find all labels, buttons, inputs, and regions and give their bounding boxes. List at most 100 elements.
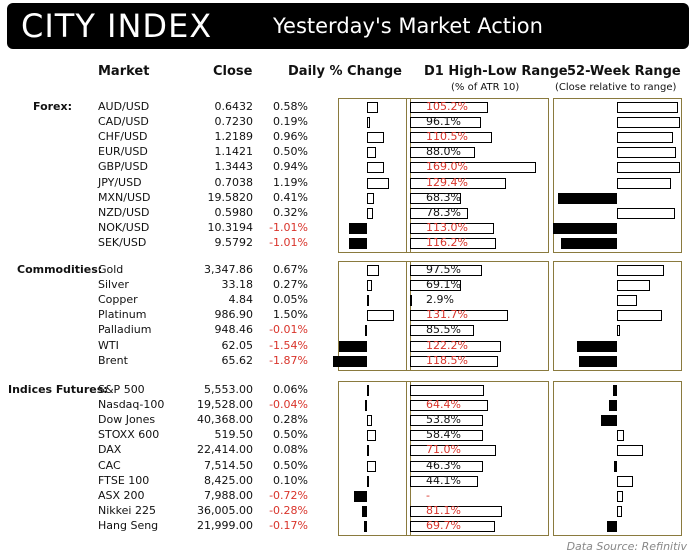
table-row-close: 9.5792: [214, 235, 254, 249]
daily-change-bar: [367, 415, 373, 427]
table-row-daily: 0.06%: [273, 383, 308, 396]
week52-range-bar: [617, 265, 665, 276]
table-row-close: 65.62: [221, 353, 254, 367]
table-row-market: CHF/USD: [98, 130, 148, 144]
table-row-market: Hang Seng: [98, 518, 159, 532]
table-row-close: 948.46: [214, 323, 254, 337]
table-row-close: 1.2189: [214, 130, 254, 144]
week52-range-bar: [613, 460, 617, 472]
table-row-daily: 0.10%: [273, 473, 308, 487]
daily-change-bar: [348, 222, 367, 234]
week52-range-bar: [617, 102, 679, 113]
col-market: Market: [98, 64, 150, 79]
daily-change-bar: [361, 505, 367, 517]
week52-range-bar: [617, 280, 651, 292]
table-row-daily: 0.08%: [273, 443, 308, 457]
table-row-atr: 118.5%: [426, 353, 468, 367]
table-row-daily: 0.27%: [273, 278, 308, 292]
table-row-atr: 46.3%: [426, 458, 461, 472]
week52-range-bar: [617, 430, 625, 442]
table-row-market: WTI: [98, 338, 119, 352]
table-row-close: 40,368.00: [197, 413, 253, 427]
table-row-daily: 0.50%: [273, 458, 308, 472]
panel-atr: [406, 261, 549, 371]
table-row-atr: 78.3%: [426, 205, 461, 219]
table-row-market: STOXX 600: [98, 428, 160, 442]
daily-change-bar: [367, 147, 377, 159]
daily-change-bar: [367, 207, 373, 219]
panel-daily: [338, 98, 411, 253]
table-row-close: 36,005.00: [197, 503, 253, 517]
table-row-market: GBP/USD: [98, 160, 148, 174]
table-row-atr: 68.3%: [426, 190, 461, 204]
week52-range-bar: [553, 222, 617, 234]
daily-change-bar: [367, 192, 375, 204]
atr-range-bar: [410, 192, 461, 204]
table-row-market: JPY/USD: [98, 175, 142, 189]
daily-change-bar: [367, 310, 395, 322]
daily-change-bar: [367, 445, 369, 457]
panel-atr: [406, 98, 549, 253]
table-row-daily: -1.54%: [269, 338, 308, 352]
daily-change-bar: [367, 430, 377, 442]
atr-range-bar: [410, 385, 485, 396]
atr-range-bar: [410, 207, 469, 219]
table-row-atr: 169.0%: [426, 160, 468, 174]
daily-change-bar: [353, 490, 367, 502]
table-row-atr: 97.5%: [426, 263, 461, 276]
week52-range-bar: [558, 192, 617, 204]
daily-change-bar: [367, 177, 389, 189]
table-row-daily: 0.67%: [273, 263, 308, 276]
table-row-atr: 110.5%: [426, 130, 468, 144]
table-row-atr: 69.7%: [426, 518, 461, 532]
col-daily: Daily % Change: [288, 64, 402, 79]
daily-change-bar: [365, 400, 367, 412]
atr-range-bar: [410, 460, 483, 472]
table-row-daily: -0.72%: [269, 488, 308, 502]
panel-52week: [553, 98, 682, 253]
table-row-market: MXN/USD: [98, 190, 151, 204]
atr-range-bar: [410, 520, 495, 532]
table-row-market: NZD/USD: [98, 205, 150, 219]
atr-range-bar: [410, 325, 474, 337]
table-row-close: 33.18: [221, 278, 254, 292]
table-row-market: Nikkei 225: [98, 503, 156, 517]
atr-range-bar: [410, 355, 499, 367]
table-row-close: 519.50: [214, 428, 254, 442]
week52-range-bar: [617, 295, 638, 307]
table-row-market: Silver: [98, 278, 129, 292]
table-row-market: CAD/USD: [98, 115, 149, 129]
table-row-market: CAC: [98, 458, 121, 472]
atr-range-bar: [410, 132, 493, 144]
week52-range-bar: [612, 385, 617, 396]
table-row-market: SEK/USD: [98, 235, 147, 249]
table-row-daily: 0.19%: [273, 115, 308, 129]
table-row-close: 0.6432: [214, 100, 254, 113]
col-close: Close: [213, 64, 253, 79]
daily-change-bar: [367, 132, 385, 144]
table-row-close: 19,528.00: [197, 398, 253, 412]
table-row-close: 7,988.00: [204, 488, 253, 502]
table-row-atr: 71.0%: [426, 443, 461, 457]
table-row-market: Copper: [98, 293, 138, 307]
atr-range-bar: [410, 222, 494, 234]
table-row-atr: 131.7%: [426, 308, 468, 322]
panel-atr: [406, 381, 549, 536]
daily-change-bar: [367, 295, 369, 307]
atr-range-bar: [410, 237, 497, 249]
week52-range-bar: [617, 207, 675, 219]
table-row-daily: 0.05%: [273, 293, 308, 307]
table-row-market: FTSE 100: [98, 473, 150, 487]
section-label: Forex:: [33, 100, 73, 113]
table-row-daily: 0.50%: [273, 145, 308, 159]
atr-range-bar: [410, 280, 462, 292]
daily-change-bar: [348, 237, 367, 249]
week52-range-bar: [606, 520, 617, 532]
daily-change-bar: [367, 102, 378, 113]
table-row-close: 0.7230: [214, 115, 254, 129]
atr-range-bar: [410, 415, 483, 427]
atr-range-bar: [410, 430, 483, 442]
week52-range-bar: [617, 177, 672, 189]
week52-range-bar: [617, 490, 623, 502]
table-row-close: 3,347.86: [204, 263, 253, 276]
